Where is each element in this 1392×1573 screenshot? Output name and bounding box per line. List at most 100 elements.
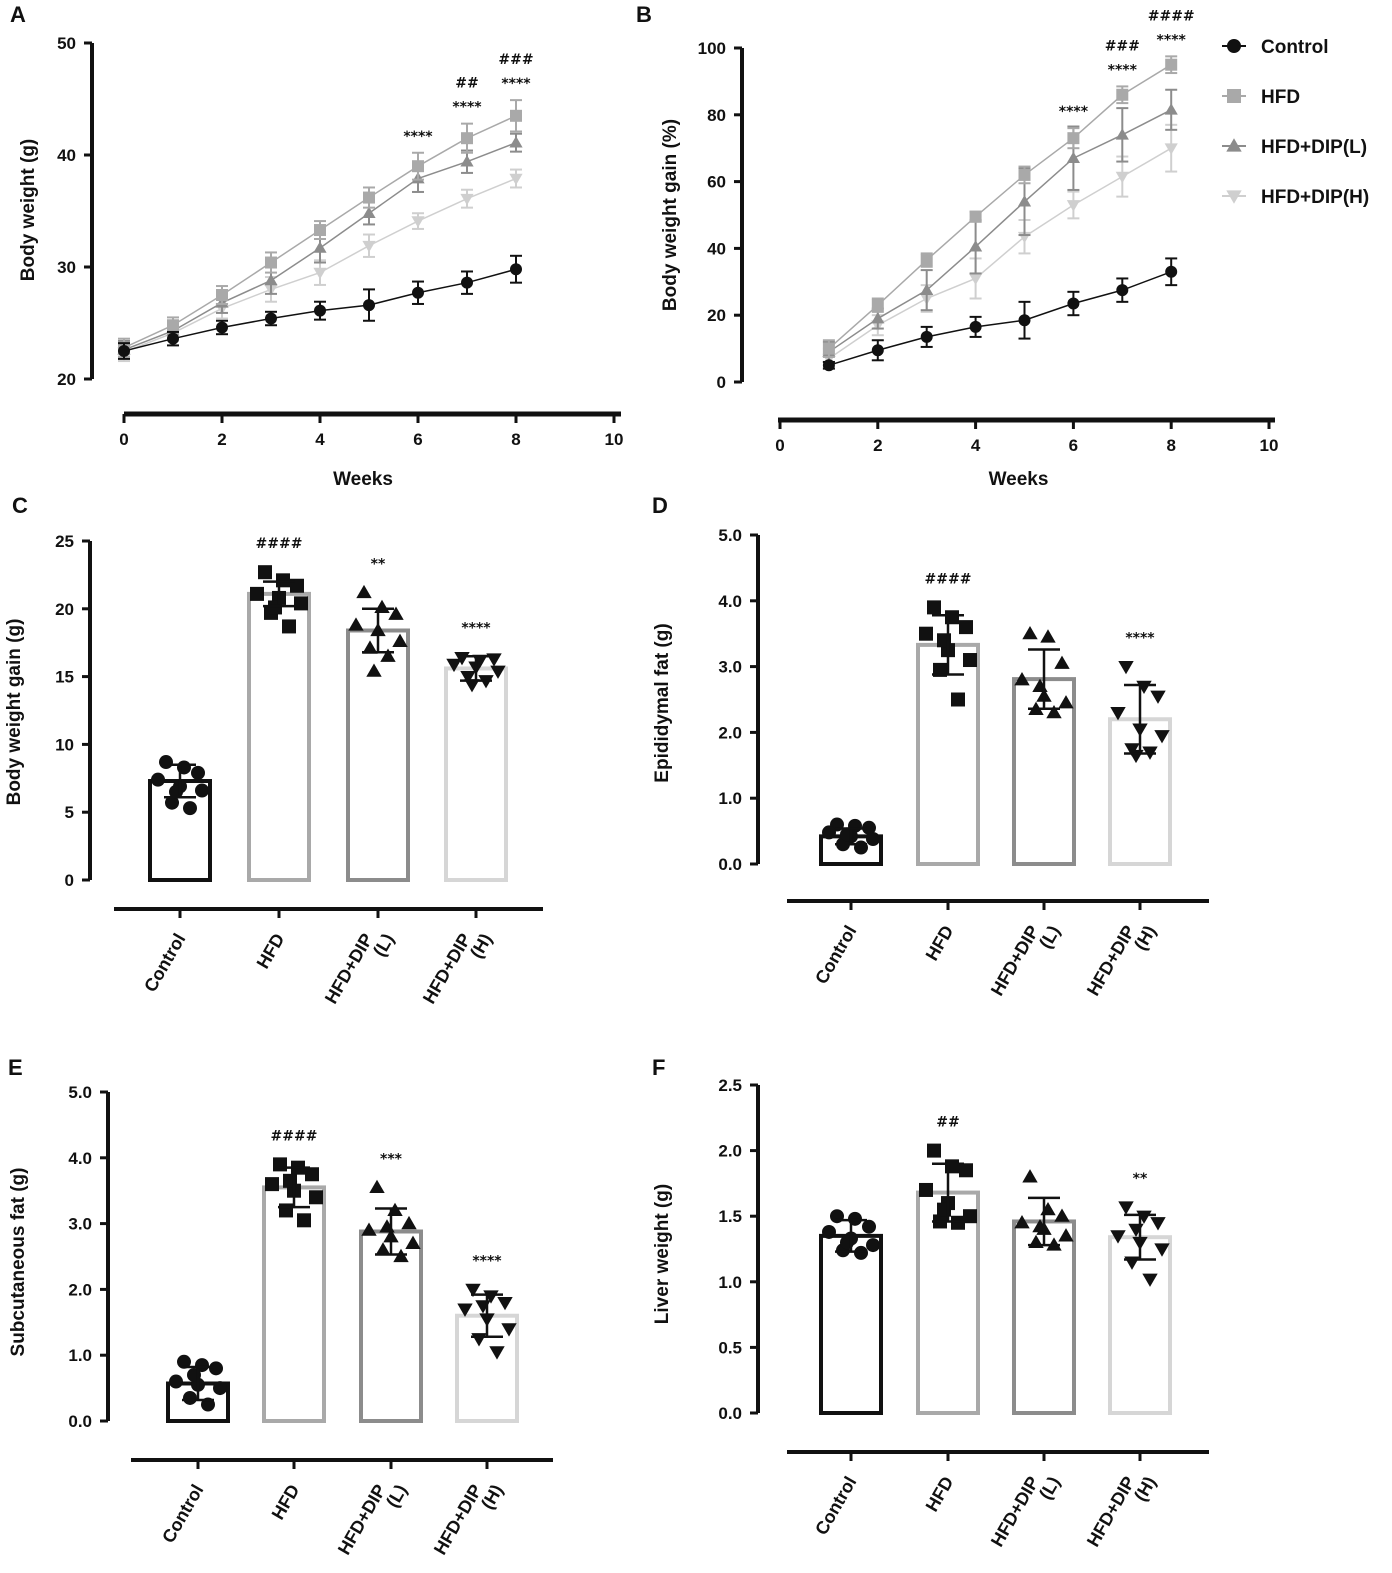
data-point <box>471 1333 487 1347</box>
bar-group: HFD+DIP(L) <box>987 626 1076 999</box>
bar-group: ** HFD+DIP(H) <box>1083 1171 1172 1550</box>
data-point <box>475 1300 491 1314</box>
y-axis-label: Body weight (g) <box>18 139 39 281</box>
data-point <box>169 1374 183 1389</box>
data-point <box>510 109 522 122</box>
data-point <box>1058 1228 1074 1242</box>
significance-label: ## <box>455 76 478 92</box>
y-tick-label: 1.0 <box>68 1346 92 1365</box>
line-chart-A: 20 30 40 50 0 2 4 6 8 10 Body weight (g) Weeks **** *… <box>18 34 623 490</box>
data-point <box>380 648 396 662</box>
y-tick-label: 5.0 <box>718 526 742 545</box>
data-point <box>822 342 835 355</box>
y-tick-label: 0.5 <box>718 1338 742 1357</box>
data-point <box>822 1224 836 1239</box>
data-point <box>1165 58 1178 71</box>
data-point <box>309 1190 323 1205</box>
data-point <box>294 596 308 611</box>
significance-label: ** <box>1133 1171 1148 1187</box>
bar <box>1012 1219 1076 1415</box>
x-tick-label: 8 <box>1166 436 1175 455</box>
significance-label: **** <box>1157 32 1187 48</box>
data-point <box>927 600 941 615</box>
data-point <box>264 273 278 286</box>
y-tick-label: 60 <box>707 173 726 192</box>
significance-label: #### <box>1148 8 1195 24</box>
significance-label: ### <box>1105 38 1140 54</box>
significance-label: **** <box>403 129 433 145</box>
data-point <box>1040 1201 1056 1216</box>
data-point <box>1164 143 1178 155</box>
data-point <box>866 831 880 846</box>
data-point <box>1128 749 1144 764</box>
category-label: Control <box>811 1473 860 1538</box>
x-axis-label: Weeks <box>333 469 393 490</box>
bar-group: **** HFD+DIP(H) <box>430 1253 519 1558</box>
bar-group: HFD+DIP(L) <box>987 1169 1076 1550</box>
data-point <box>461 276 473 289</box>
category-label: (H) <box>1130 922 1160 954</box>
data-point <box>411 216 425 228</box>
series-line <box>828 109 1172 353</box>
data-point <box>314 224 326 237</box>
data-point <box>375 1242 391 1256</box>
data-point <box>1018 314 1031 327</box>
y-tick-label: 40 <box>707 239 726 258</box>
x-tick-label: 0 <box>119 430 128 449</box>
series-line <box>828 271 1172 367</box>
data-point <box>216 321 228 334</box>
data-point <box>405 1235 421 1249</box>
data-point <box>510 263 522 276</box>
data-point <box>959 620 973 635</box>
data-point <box>379 1219 395 1233</box>
category-label: HFD+DIP <box>1083 922 1139 999</box>
category-label: HFD+DIP <box>1083 1473 1139 1550</box>
significance-label: ### <box>498 52 533 68</box>
panel-label-B: B <box>636 2 652 27</box>
data-point <box>1054 655 1070 669</box>
data-point <box>265 312 277 325</box>
series-line <box>828 64 1172 350</box>
data-point <box>1040 629 1056 643</box>
bar <box>262 1185 326 1424</box>
data-point <box>195 783 209 798</box>
legend-label: Control <box>1261 37 1329 58</box>
bar-group: #### HFD <box>247 536 311 972</box>
y-tick-label: 1.5 <box>718 1207 742 1226</box>
significance-label: **** <box>1059 104 1089 120</box>
y-tick-label: 25 <box>55 532 74 551</box>
data-point <box>1058 695 1074 709</box>
data-point <box>159 755 173 770</box>
data-point <box>920 330 933 343</box>
data-point <box>265 256 277 269</box>
bar-group: **** HFD+DIP(H) <box>1083 631 1172 999</box>
y-tick-label: 4.0 <box>718 592 742 611</box>
data-point <box>362 240 376 253</box>
y-tick-label: 2.5 <box>718 1076 742 1095</box>
y-tick-label: 5.0 <box>68 1083 92 1102</box>
category-label: Control <box>158 1481 207 1546</box>
data-point <box>1154 730 1170 744</box>
panel-label-E: E <box>8 1055 23 1080</box>
data-point <box>1128 1223 1144 1238</box>
y-tick-label: 20 <box>57 370 76 389</box>
x-tick-label: 4 <box>971 436 981 455</box>
data-point <box>1067 132 1080 145</box>
y-tick-label: 1.0 <box>718 1273 742 1292</box>
data-point <box>969 273 983 286</box>
data-point <box>191 765 205 780</box>
data-point <box>313 267 327 280</box>
category-label: HFD+DIP <box>419 930 475 1007</box>
bar <box>444 666 508 882</box>
data-point <box>1165 265 1178 278</box>
legend-marker <box>1226 138 1242 152</box>
data-point <box>969 240 983 252</box>
data-point <box>363 299 375 312</box>
bar <box>916 642 980 866</box>
category-label: (L) <box>1035 1473 1064 1503</box>
legend-label: HFD+DIP(L) <box>1261 137 1367 158</box>
data-point <box>446 658 462 673</box>
bar-chart-F: 0.0 0.5 1.0 1.5 2.0 2.5 Liver weight (g) Contro… <box>652 1076 1209 1550</box>
x-tick-label: 10 <box>1260 436 1279 455</box>
data-point <box>1110 707 1126 721</box>
